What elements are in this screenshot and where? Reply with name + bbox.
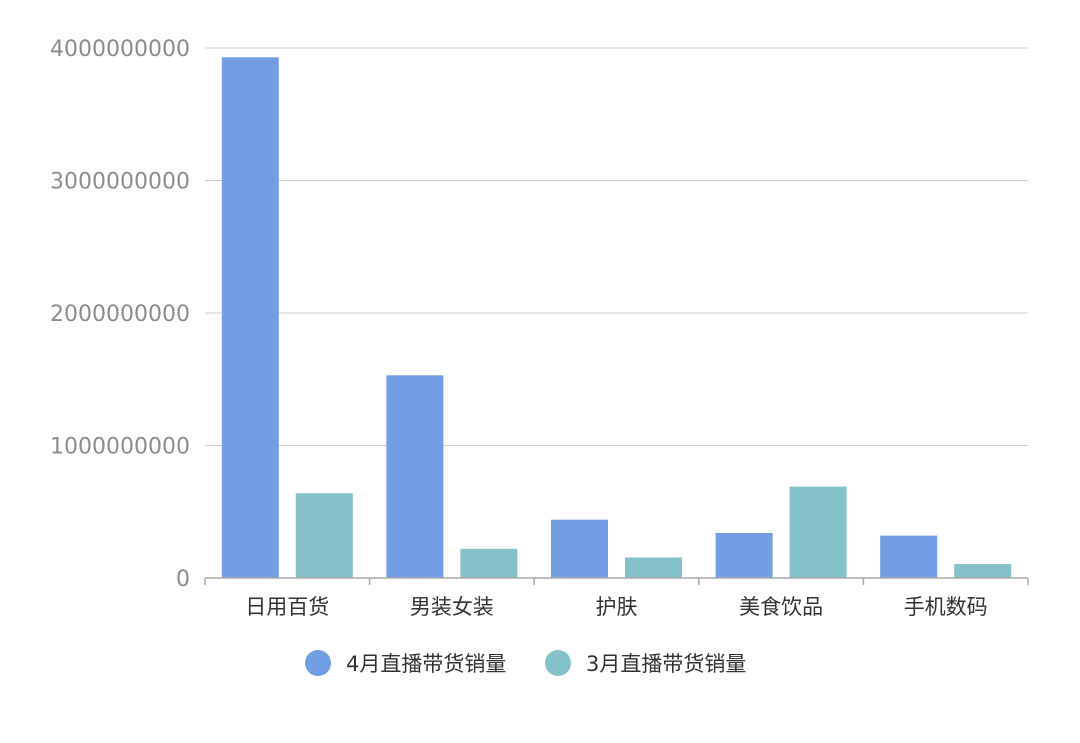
y-tick-label: 2000000000 xyxy=(50,302,190,327)
y-tick-label: 1000000000 xyxy=(50,435,190,460)
bar-1-3[interactable] xyxy=(551,519,608,578)
y-tick-label: 4000000000 xyxy=(50,37,190,62)
bar-2-1[interactable] xyxy=(295,493,353,578)
y-tick-label: 0 xyxy=(176,567,190,592)
bar-2-3[interactable] xyxy=(625,557,682,578)
legend-marker xyxy=(305,650,331,676)
legend-item-2[interactable]: 3月直播带货销量 xyxy=(545,650,746,676)
y-tick-label: 3000000000 xyxy=(50,170,190,195)
bar-1-5[interactable] xyxy=(880,535,938,578)
bars xyxy=(221,57,1012,578)
x-category-label: 日用百货 xyxy=(245,595,329,619)
bar-2-4[interactable] xyxy=(789,486,847,578)
x-category-label: 男装女装 xyxy=(410,595,494,619)
legend-item-1[interactable]: 4月直播带货销量 xyxy=(305,650,506,676)
x-category-label: 美食饮品 xyxy=(739,595,823,619)
bar-1-4[interactable] xyxy=(715,532,773,578)
bar-1-2[interactable] xyxy=(386,375,444,578)
x-axis: 日用百货 男装女装 护肤 美食饮品 手机数码 xyxy=(204,577,1029,619)
grid-lines xyxy=(205,47,1028,446)
x-category-label: 护肤 xyxy=(596,595,638,619)
bar-1-1[interactable] xyxy=(221,57,279,578)
bar-2-2[interactable] xyxy=(460,548,518,578)
legend-marker xyxy=(545,650,571,676)
y-axis-tick-labels: 0 1000000000 2000000000 3000000000 400000000… xyxy=(50,37,190,592)
legend-label: 4月直播带货销量 xyxy=(346,652,506,676)
x-category-label: 手机数码 xyxy=(904,595,988,619)
bar-2-5[interactable] xyxy=(954,564,1012,578)
legend-label: 3月直播带货销量 xyxy=(586,652,746,676)
legend[interactable]: 4月直播带货销量 3月直播带货销量 xyxy=(305,650,746,676)
